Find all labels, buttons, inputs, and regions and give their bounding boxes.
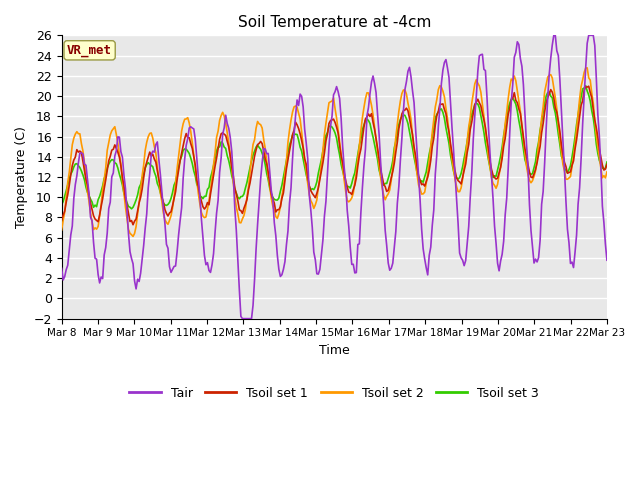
- Tsoil set 3: [603, 159, 611, 165]
- Tair: [603, 257, 611, 263]
- Tsoil set 2: [603, 169, 611, 175]
- Tsoil set 2: [249, 142, 257, 147]
- Tsoil set 1: [240, 205, 248, 211]
- Tsoil set 1: [603, 161, 611, 167]
- Tair: [125, 231, 132, 237]
- X-axis label: Time: Time: [319, 344, 349, 357]
- Tsoil set 3: [222, 145, 230, 151]
- Tair: [239, 316, 246, 322]
- Tsoil set 1: [249, 162, 257, 168]
- Tsoil set 3: [128, 206, 136, 212]
- Tsoil set 2: [574, 111, 582, 117]
- Tsoil set 3: [574, 112, 582, 118]
- Tsoil set 1: [574, 125, 582, 131]
- Tair: [240, 316, 248, 322]
- Text: VR_met: VR_met: [67, 44, 112, 57]
- Tsoil set 2: [298, 129, 305, 135]
- Y-axis label: Temperature (C): Temperature (C): [15, 126, 28, 228]
- Tair: [576, 185, 584, 191]
- Tsoil set 1: [585, 84, 593, 89]
- Tsoil set 3: [58, 202, 65, 207]
- Tsoil set 2: [129, 234, 137, 240]
- Tsoil set 1: [58, 217, 65, 223]
- Tair: [58, 265, 65, 271]
- Line: Tsoil set 3: Tsoil set 3: [61, 85, 607, 209]
- Tsoil set 3: [582, 83, 589, 88]
- Line: Tsoil set 2: Tsoil set 2: [61, 68, 607, 237]
- Tsoil set 2: [125, 227, 132, 232]
- Title: Soil Temperature at -4cm: Soil Temperature at -4cm: [237, 15, 431, 30]
- Tsoil set 2: [58, 227, 65, 233]
- Tsoil set 2: [583, 65, 591, 71]
- Tsoil set 1: [222, 132, 230, 138]
- Tsoil set 1: [125, 210, 132, 216]
- Tsoil set 1: [298, 138, 305, 144]
- Tsoil set 1: [129, 222, 137, 228]
- Tsoil set 2: [222, 120, 230, 126]
- Legend: Tair, Tsoil set 1, Tsoil set 2, Tsoil set 3: Tair, Tsoil set 1, Tsoil set 2, Tsoil se…: [124, 382, 544, 405]
- Tsoil set 3: [125, 204, 132, 209]
- Tsoil set 3: [298, 148, 305, 154]
- Tsoil set 3: [249, 152, 257, 158]
- Tsoil set 3: [240, 191, 248, 197]
- Tair: [550, 33, 557, 38]
- Tair: [220, 125, 228, 131]
- Tsoil set 2: [240, 213, 248, 218]
- Line: Tsoil set 1: Tsoil set 1: [61, 86, 607, 225]
- Line: Tair: Tair: [61, 36, 607, 319]
- Tair: [249, 302, 257, 308]
- Tair: [298, 94, 305, 99]
